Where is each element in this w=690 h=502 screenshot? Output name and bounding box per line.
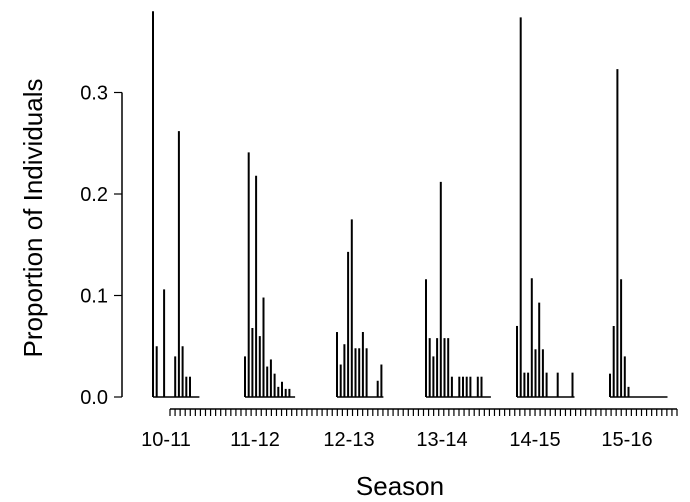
x-axis: 10-11 11-12 12-13 13-14 14-15 15-16 <box>141 408 678 451</box>
y-tick-label: 0.2 <box>80 184 108 206</box>
x-tick-label: 13-14 <box>416 429 467 451</box>
x-tick-label: 14-15 <box>509 429 560 451</box>
x-axis-title: Season <box>356 471 444 501</box>
bars <box>152 11 668 398</box>
y-tick-label: 0.0 <box>80 387 108 409</box>
y-tick-label: 0.3 <box>80 83 108 105</box>
y-tick-label: 0.1 <box>80 286 108 308</box>
y-axis-title: Proportion of Individuals <box>18 79 48 358</box>
x-tick-label: 10-11 <box>141 429 191 451</box>
x-tick-label: 12-13 <box>323 429 374 451</box>
y-axis: 0.0 0.1 0.2 0.3 <box>80 83 123 409</box>
x-tick-label: 11-12 <box>230 429 280 451</box>
x-tick-label: 15-16 <box>601 429 652 451</box>
